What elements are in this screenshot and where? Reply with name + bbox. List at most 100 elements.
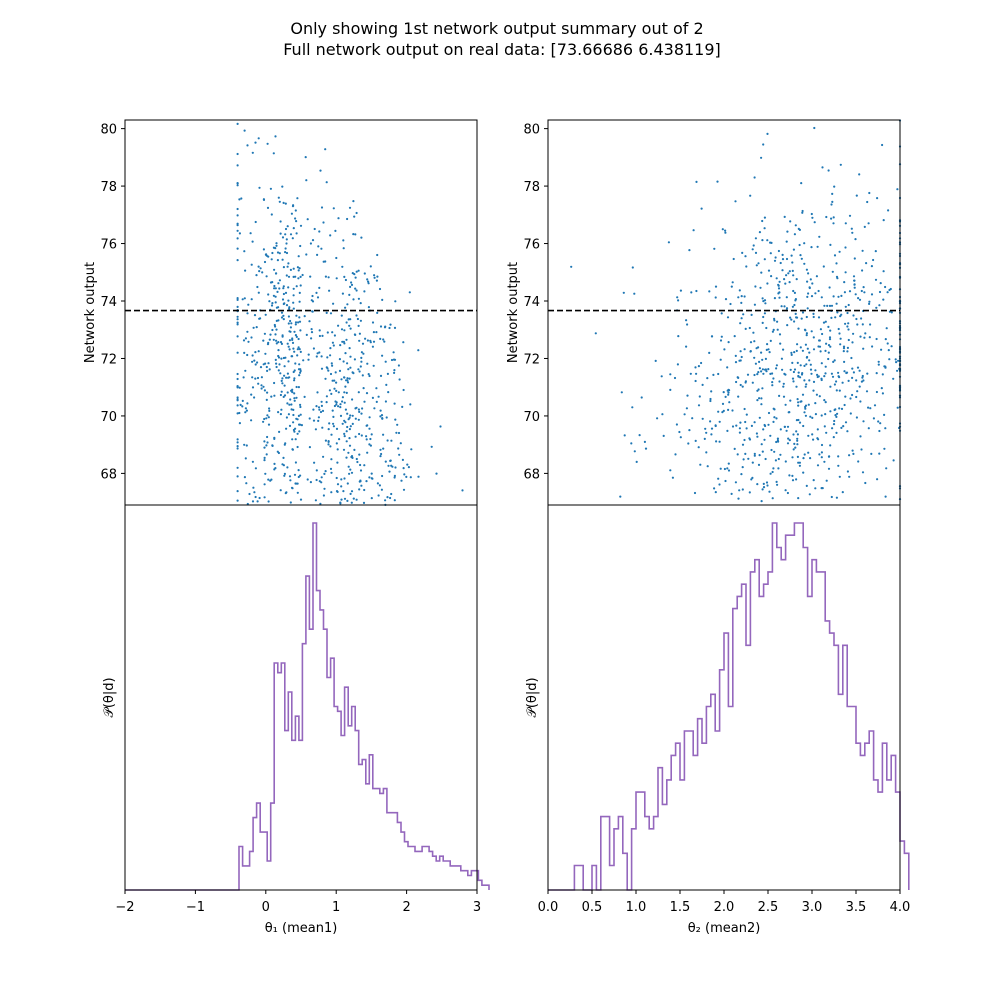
scatter-point: [290, 486, 294, 489]
scatter-point: [758, 360, 761, 363]
scatter-point: [302, 359, 305, 362]
scatter-point: [282, 287, 285, 290]
scatter-point: [349, 355, 352, 358]
scatter-point: [280, 316, 284, 319]
scatter-point: [824, 349, 827, 352]
scatter-point: [792, 433, 795, 436]
y-tick-label: 78: [100, 180, 117, 195]
scatter-point: [679, 289, 683, 292]
scatter-point: [359, 469, 363, 472]
scatter-point: [811, 433, 814, 436]
scatter-point: [821, 166, 824, 169]
scatter-point: [261, 271, 264, 274]
scatter-point: [380, 414, 384, 417]
scatter-point: [809, 457, 812, 460]
scatter-point: [738, 489, 741, 492]
scatter-point: [327, 369, 330, 372]
scatter-point: [280, 311, 284, 314]
scatter-point: [402, 467, 405, 470]
scatter-point: [397, 431, 401, 435]
scatter-point: [348, 416, 351, 419]
scatter-point: [735, 424, 738, 427]
scatter-point: [342, 247, 345, 250]
scatter-point: [842, 347, 846, 350]
scatter-point: [825, 215, 828, 219]
scatter-point: [246, 144, 249, 147]
scatter-point: [772, 407, 775, 410]
scatter-point: [334, 371, 337, 374]
scatter-point: [888, 358, 891, 361]
scatter-point: [835, 380, 838, 383]
scatter-point: [274, 287, 277, 290]
scatter-point: [275, 339, 278, 342]
scatter-point: [729, 302, 732, 306]
figure-title-line-2: Full network output on real data: [73.66…: [283, 40, 721, 59]
scatter-point: [336, 448, 339, 451]
scatter-point: [744, 255, 747, 258]
scatter-point: [266, 369, 269, 372]
scatter-point: [389, 496, 392, 500]
scatter-point: [835, 431, 838, 434]
scatter-point: [331, 379, 334, 382]
scatter-point: [357, 297, 360, 300]
scatter-point: [817, 316, 821, 319]
scatter-point: [895, 361, 898, 364]
scatter-point: [846, 325, 849, 328]
scatter-point: [844, 322, 847, 325]
scatter-point: [879, 282, 882, 285]
scatter-point: [363, 272, 366, 275]
scatter-point: [296, 348, 299, 351]
scatter-point: [357, 324, 360, 327]
scatter-point: [257, 137, 260, 140]
scatter-point: [781, 368, 784, 371]
scatter-point: [241, 399, 244, 402]
scatter-point: [346, 412, 349, 415]
scatter-point: [273, 437, 276, 440]
scatter-point: [830, 217, 833, 220]
scatter-point: [738, 431, 742, 434]
scatter-point: [317, 416, 320, 419]
scatter-point: [324, 275, 327, 278]
scatter-point: [834, 316, 837, 319]
scatter-point: [831, 192, 834, 195]
scatter-point: [296, 445, 299, 449]
x-tick-label: 3: [473, 900, 481, 915]
scatter-point: [331, 409, 334, 412]
scatter-point: [270, 478, 273, 481]
scatter-point: [236, 490, 239, 493]
scatter-point: [771, 381, 774, 384]
scatter-point: [312, 347, 315, 350]
scatter-point: [795, 478, 798, 481]
scatter-point: [826, 304, 829, 307]
scatter-point: [273, 287, 276, 290]
scatter-point: [268, 409, 271, 412]
scatter-point: [380, 452, 383, 456]
scatter-point: [298, 348, 301, 351]
x-tick-label: 0: [262, 900, 270, 915]
scatter-point: [852, 314, 855, 317]
scatter-point: [760, 403, 763, 406]
y-axis-label: 𝒫(θ|d): [102, 677, 117, 717]
scatter-point: [766, 132, 769, 135]
scatter-point: [860, 448, 863, 451]
scatter-point: [884, 285, 887, 289]
scatter-point: [736, 376, 739, 379]
scatter-point: [838, 389, 841, 392]
scatter-point: [798, 228, 802, 231]
scatter-point: [343, 275, 346, 278]
scatter-point: [389, 323, 392, 326]
scatter-point: [818, 235, 821, 238]
scatter-point: [859, 400, 862, 403]
scatter-point: [833, 419, 836, 423]
scatter-point: [282, 266, 285, 269]
scatter-point: [305, 253, 308, 256]
scatter-point: [327, 443, 330, 446]
scatter-point: [329, 312, 333, 315]
scatter-point: [824, 372, 827, 375]
scatter-point: [771, 497, 774, 500]
scatter-point: [255, 326, 258, 329]
scatter-point: [689, 372, 692, 375]
scatter-point: [279, 393, 282, 397]
scatter-point: [268, 407, 271, 410]
scatter-point: [746, 373, 750, 376]
